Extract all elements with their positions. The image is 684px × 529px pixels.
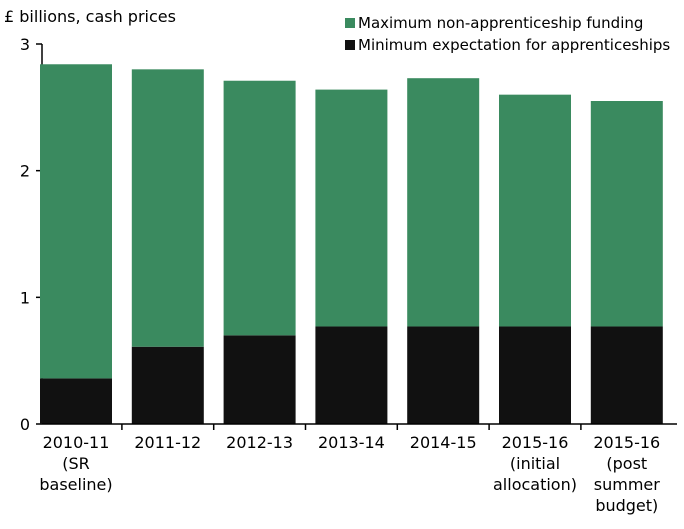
x-tick-label: summer <box>594 475 660 494</box>
x-tick-label: (post <box>606 454 647 473</box>
legend-label: Maximum non-apprenticeship funding <box>358 14 643 32</box>
x-tick-label: 2010-11 <box>43 433 110 452</box>
x-tick-label: allocation) <box>493 475 577 494</box>
y-tick-label: 2 <box>20 162 30 181</box>
y-axis-label: £ billions, cash prices <box>4 7 176 26</box>
bar-segment <box>131 346 204 424</box>
bar-segment <box>407 326 480 424</box>
x-tick-label: 2014-15 <box>410 433 477 452</box>
bar-segment <box>499 326 571 424</box>
bar-segment <box>131 69 204 347</box>
bar-segment <box>40 64 112 379</box>
y-tick-label: 3 <box>20 35 30 54</box>
legend-label: Minimum expectation for apprenticeships <box>358 36 670 54</box>
bar-segment <box>40 378 112 424</box>
x-tick-label: 2013-14 <box>318 433 385 452</box>
x-tick-label: 2011-12 <box>134 433 201 452</box>
bar-segment <box>590 101 663 327</box>
x-tick-label: 2015-16 <box>502 433 569 452</box>
x-tick-label: (initial <box>510 454 560 473</box>
bar-segment <box>223 335 296 424</box>
bar-segment <box>223 80 296 336</box>
x-tick-label: budget) <box>595 496 658 515</box>
x-tick-label: baseline) <box>39 475 112 494</box>
bar-segment <box>590 326 663 424</box>
bar-segment <box>407 78 480 327</box>
x-tick-label: 2012-13 <box>226 433 293 452</box>
y-tick-label: 1 <box>20 288 30 307</box>
x-tick-label: 2015-16 <box>593 433 660 452</box>
x-tick-label: (SR <box>62 454 90 473</box>
legend-swatch <box>345 40 355 50</box>
legend-swatch <box>345 18 355 28</box>
bar-segment <box>499 94 571 327</box>
y-tick-label: 0 <box>20 415 30 434</box>
bar-segment <box>315 89 388 327</box>
bar-segment <box>315 326 388 424</box>
